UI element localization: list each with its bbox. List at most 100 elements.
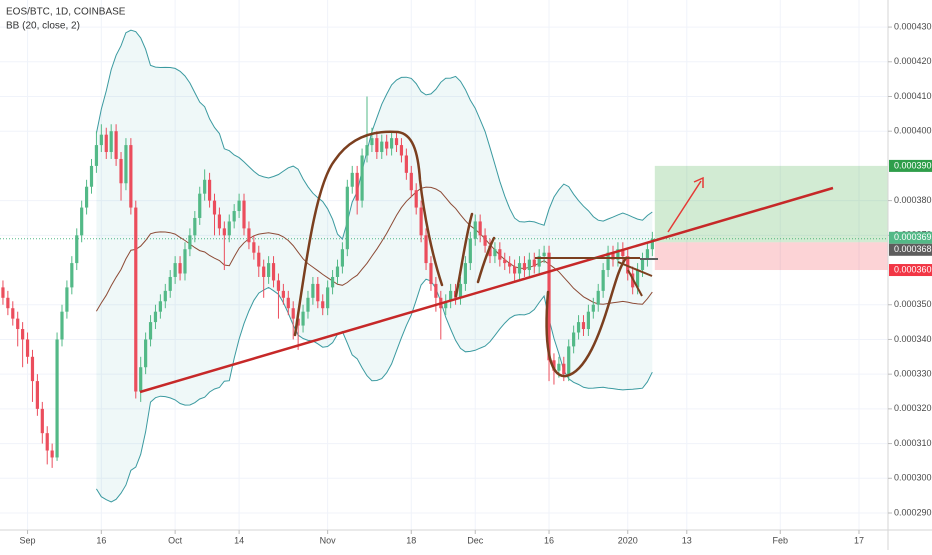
candle-body (168, 276, 172, 291)
candle-body (203, 179, 207, 194)
candle-body (227, 221, 231, 236)
bb-fill (96, 30, 653, 502)
candle-body (144, 339, 148, 368)
candle-body (291, 308, 295, 319)
candle-body (25, 339, 30, 357)
candle-body (350, 172, 354, 187)
candle-body (139, 367, 143, 392)
cup-drawing[interactable] (545, 256, 628, 378)
candle-body (345, 186, 349, 250)
cup-drawing[interactable] (293, 130, 444, 337)
candle-body (611, 252, 615, 260)
candle-body (635, 270, 640, 288)
candle-body (547, 252, 551, 361)
x-tick-label: Sep (20, 535, 36, 545)
y-tick-label: 0.000430 (894, 21, 932, 31)
candle-body (375, 138, 379, 153)
indicator-label: BB (20, close, 2) (6, 21, 80, 32)
candle-body (321, 301, 325, 309)
candle-body (645, 249, 650, 260)
candle-body (601, 270, 605, 291)
candle-body (493, 249, 497, 257)
price-tag-label: 0.000360 (894, 264, 932, 274)
x-tick-label: 16 (96, 535, 106, 545)
candle-body (488, 245, 492, 257)
stroke-drawing[interactable] (454, 212, 474, 298)
candle-body (247, 228, 251, 243)
x-tick-label: 17 (854, 535, 864, 545)
arrow[interactable] (667, 180, 702, 233)
candle-body (153, 311, 158, 323)
y-tick-label: 0.000310 (894, 438, 932, 448)
price-tag (889, 231, 932, 244)
y-tick-label: 0.000320 (894, 403, 932, 413)
candle-body (99, 134, 103, 146)
y-tick-label: 0.000410 (894, 91, 932, 101)
candle-body (572, 332, 576, 347)
candle-body (252, 242, 256, 253)
candle-body (394, 138, 399, 146)
candle-body (365, 145, 369, 156)
candle-body (449, 290, 453, 302)
position-tool[interactable] (654, 165, 888, 271)
candle-body (306, 297, 310, 312)
candle-body (55, 339, 59, 458)
candle-body (483, 235, 487, 246)
candle-body (301, 311, 305, 326)
loss-zone[interactable] (654, 242, 888, 271)
candle-body (35, 381, 39, 409)
candle-body (45, 433, 49, 451)
candle-body (271, 263, 276, 281)
candle-body (385, 141, 389, 149)
candle-body (1, 287, 5, 298)
candle-body (222, 228, 226, 236)
candle-body (390, 138, 394, 149)
candle-body (340, 249, 345, 267)
candle-body (40, 408, 44, 434)
candle-body (360, 155, 364, 201)
candle-body (316, 283, 320, 302)
candle-body (404, 155, 408, 173)
candle-body (581, 322, 586, 330)
candle-body (478, 221, 482, 236)
candle-body (522, 263, 527, 271)
chart-title: EOS/BTC, 1D, COINBASE (6, 7, 126, 18)
candle-body (6, 297, 10, 309)
candle-body (84, 186, 89, 208)
candle-body (576, 322, 581, 333)
y-tick-label: 0.000290 (894, 507, 932, 517)
candle-body (119, 158, 123, 184)
candle-body (281, 290, 285, 298)
candle-body (512, 266, 517, 274)
candle-body (148, 322, 153, 340)
candle-body (650, 238, 654, 250)
candle-body (276, 280, 281, 291)
candle-body (89, 165, 94, 187)
candle-body (429, 263, 433, 284)
candle-body (444, 301, 448, 309)
y-tick-label: 0.000350 (894, 299, 932, 309)
candle-body (468, 238, 472, 264)
stroke-drawing[interactable] (476, 236, 496, 284)
candle-body (616, 249, 620, 260)
candle-body (198, 193, 202, 218)
x-tick-label: Dec (467, 535, 484, 545)
candle-body (542, 252, 546, 257)
drawings[interactable] (139, 130, 834, 394)
candle-body (212, 200, 217, 215)
candle-body (355, 172, 359, 201)
candle-body (562, 363, 566, 375)
candle-body (158, 301, 162, 312)
price-tag-label: 0.000368 (894, 244, 932, 254)
candles (1, 96, 654, 468)
candle-body (207, 179, 212, 201)
candle-body (257, 252, 261, 267)
handle-drawing[interactable] (617, 261, 653, 297)
price-tag (889, 243, 932, 256)
candle-body (188, 235, 192, 250)
x-tick-label: 16 (544, 535, 554, 545)
candle-body (591, 304, 595, 312)
trend-line[interactable] (139, 186, 834, 394)
candle-body (114, 131, 118, 159)
